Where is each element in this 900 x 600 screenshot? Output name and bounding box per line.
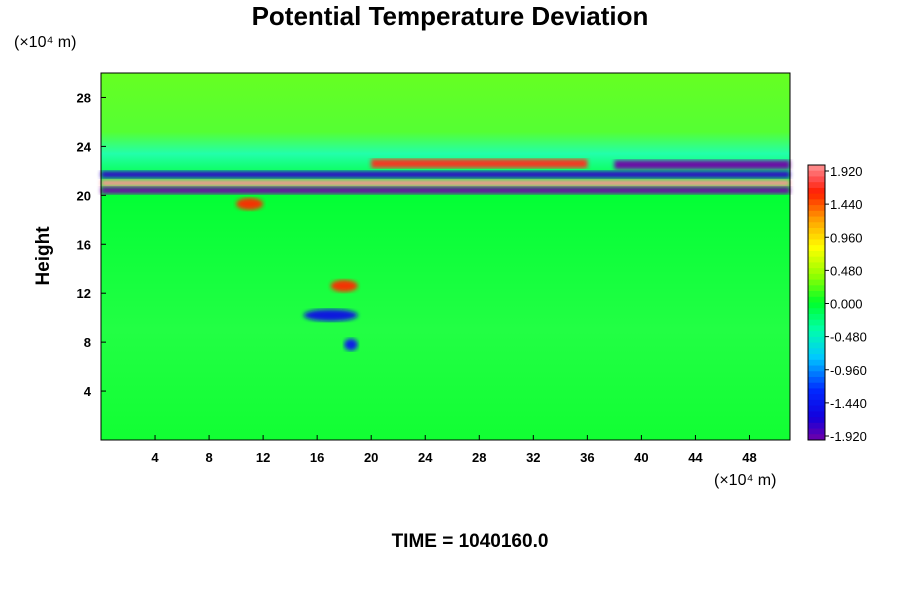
colorbar-tick-label: -1.440 bbox=[830, 396, 867, 411]
x-ticks: 4 8 12 16 20 24 28 32 36 40 44 48 bbox=[151, 435, 757, 465]
heat-feature bbox=[236, 197, 264, 210]
x-tick-label: 24 bbox=[418, 450, 433, 465]
chart-title: Potential Temperature Deviation bbox=[251, 1, 649, 31]
colorbar-segment bbox=[808, 205, 825, 212]
colorbar-segment bbox=[808, 382, 825, 389]
colorbar-segment bbox=[808, 388, 825, 395]
colorbar-segment bbox=[808, 376, 825, 384]
colorbar-segment bbox=[808, 216, 825, 223]
colorbar-segment bbox=[808, 176, 825, 183]
heat-feature bbox=[101, 171, 790, 179]
colorbar-segment bbox=[808, 399, 825, 407]
x-tick-label: 4 bbox=[151, 450, 159, 465]
colorbar-segment bbox=[808, 170, 825, 177]
colorbar-segment bbox=[808, 394, 825, 401]
x-tick-label: 44 bbox=[688, 450, 703, 465]
y-tick-label: 8 bbox=[84, 335, 91, 350]
colorbar-segment bbox=[808, 296, 825, 303]
y-tick-label: 16 bbox=[77, 237, 91, 252]
plot-background bbox=[101, 73, 790, 440]
colorbar-tick-label: 1.440 bbox=[830, 197, 863, 212]
colorbar-tick-label: 0.480 bbox=[830, 263, 863, 278]
colorbar-segment bbox=[808, 411, 825, 418]
colorbar-segment bbox=[808, 371, 825, 378]
colorbar-segment bbox=[808, 165, 825, 172]
colorbar-segment bbox=[808, 405, 825, 412]
y-tick-label: 24 bbox=[77, 139, 92, 154]
colorbar-segment bbox=[808, 308, 825, 315]
colorbar-segment bbox=[808, 233, 825, 240]
heatmap-layer bbox=[101, 159, 790, 351]
x-tick-label: 20 bbox=[364, 450, 378, 465]
y-tick-label: 20 bbox=[77, 188, 91, 203]
colorbar: 1.920 1.440 0.960 0.480 0.000 -0.480 -0.960 -1.… bbox=[807, 164, 867, 444]
colorbar-segment bbox=[808, 262, 825, 269]
y-tick-label: 4 bbox=[84, 384, 92, 399]
x-axis-unit: (×10⁴ m) bbox=[714, 472, 777, 489]
heat-feature bbox=[330, 279, 358, 292]
colorbar-segment bbox=[808, 348, 825, 355]
colorbar-tick-label: 0.960 bbox=[830, 230, 863, 245]
heat-feature bbox=[101, 186, 790, 194]
colorbar-segment bbox=[808, 210, 825, 218]
colorbar-segment bbox=[808, 291, 825, 298]
colorbar-segment bbox=[808, 302, 825, 309]
colorbar-segment bbox=[808, 193, 825, 200]
colorbar-segment bbox=[808, 354, 825, 361]
y-tick-label: 28 bbox=[77, 90, 91, 105]
colorbar-segment bbox=[808, 319, 825, 326]
colorbar-segment bbox=[808, 256, 825, 263]
heat-feature bbox=[344, 338, 358, 351]
x-tick-label: 8 bbox=[205, 450, 212, 465]
colorbar-segment bbox=[808, 359, 825, 367]
plot-frame bbox=[100, 72, 791, 441]
colorbar-segment bbox=[808, 325, 825, 332]
colorbar-segment bbox=[808, 285, 825, 292]
colorbar-tick-label: -0.960 bbox=[830, 363, 867, 378]
colorbar-segment bbox=[808, 199, 825, 206]
colorbar-segment bbox=[808, 365, 825, 372]
heat-feature bbox=[371, 159, 588, 169]
heat-feature bbox=[101, 179, 790, 187]
colorbar-segment bbox=[808, 245, 825, 252]
x-tick-label: 48 bbox=[742, 450, 756, 465]
colorbar-segment bbox=[808, 273, 825, 281]
colorbar-tick-label: -1.920 bbox=[830, 429, 867, 444]
y-ticks: 4 8 12 16 20 24 28 bbox=[77, 90, 106, 399]
heat-feature bbox=[303, 309, 358, 322]
x-tick-label: 40 bbox=[634, 450, 648, 465]
x-tick-label: 16 bbox=[310, 450, 324, 465]
y-tick-label: 12 bbox=[77, 286, 91, 301]
colorbar-frame bbox=[807, 164, 826, 441]
colorbar-segment bbox=[808, 279, 825, 286]
colorbar-tick-label: 1.920 bbox=[830, 164, 863, 179]
y-axis-unit: (×10⁴ m) bbox=[14, 34, 77, 51]
time-label: TIME = 1040160.0 bbox=[391, 531, 549, 552]
colorbar-segment bbox=[808, 268, 825, 275]
colorbar-segment bbox=[808, 342, 825, 349]
heat-feature bbox=[614, 160, 790, 170]
colorbar-segment bbox=[808, 417, 825, 424]
colorbar-segment bbox=[808, 428, 825, 435]
colorbar-segment bbox=[808, 239, 825, 246]
colorbar-segment bbox=[808, 331, 825, 338]
colorbar-segment bbox=[808, 313, 825, 321]
colorbar-segment bbox=[808, 228, 825, 235]
x-tick-label: 36 bbox=[580, 450, 594, 465]
colorbar-segment bbox=[808, 422, 825, 430]
colorbar-segment bbox=[808, 187, 825, 195]
x-tick-label: 12 bbox=[256, 450, 270, 465]
x-tick-label: 32 bbox=[526, 450, 540, 465]
colorbar-segment bbox=[808, 336, 825, 344]
colorbar-segment bbox=[808, 222, 825, 229]
colorbar-segment bbox=[808, 434, 825, 441]
colorbar-segment bbox=[808, 182, 825, 189]
colorbar-tick-label: 0.000 bbox=[830, 297, 863, 312]
x-tick-label: 28 bbox=[472, 450, 486, 465]
colorbar-tick-label: -0.480 bbox=[830, 330, 867, 345]
colorbar-segment bbox=[808, 250, 825, 258]
